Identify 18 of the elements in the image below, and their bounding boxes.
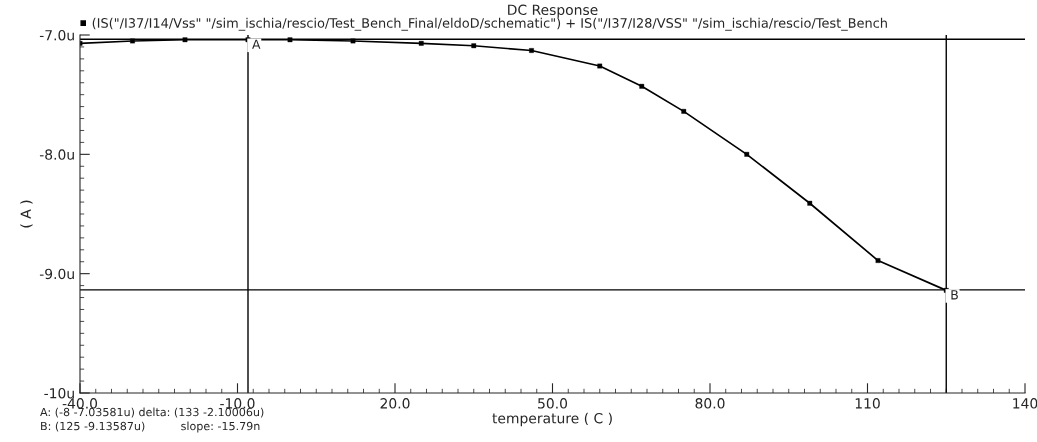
- ref-line-label: B: [951, 290, 958, 300]
- x-tick-label: 140: [1013, 398, 1037, 409]
- legend-label: (IS("/I37/I14/Vss" "/sim_ischia/rescio/Test_Bench_Final/eldoD/schematic") + IS("/I37/I28/VSS" "/sim_ischia/rescio/Test_Bench: [92, 17, 887, 31]
- text: B: (125 -9.13587u) slope: -15.79n: [41, 421, 260, 433]
- chart-title: DC Response: [508, 4, 598, 18]
- x-tick-label: 80.0: [695, 398, 725, 409]
- x-tick-label: -10.0: [220, 398, 255, 409]
- y-tick-label: -8.0u: [39, 149, 74, 160]
- x-tick-label: 20.0: [380, 398, 410, 409]
- y-tick-label: -7.0u: [39, 29, 74, 41]
- x-tick-label: -40.0: [62, 398, 98, 409]
- y-axis-title: ( A ): [20, 200, 33, 228]
- x-axis-title: temperature ( C ): [492, 412, 612, 427]
- y-tick-label: -9.0u: [39, 268, 74, 280]
- ref-line-label: A: [252, 39, 261, 49]
- x-tick-label: 110: [855, 398, 880, 409]
- y-tick-label: -10u: [44, 387, 74, 399]
- x-tick-label: 50.0: [538, 398, 568, 409]
